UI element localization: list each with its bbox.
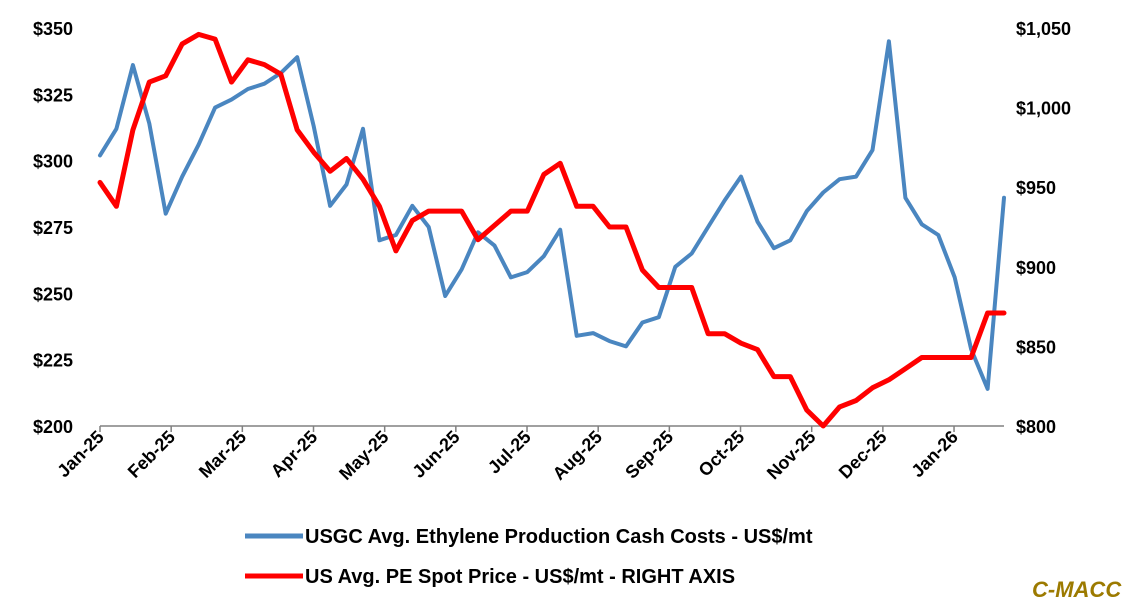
x-tick-label: Oct-25 — [695, 427, 749, 481]
plot-area — [97, 31, 1007, 429]
x-tick-label: Jun-25 — [408, 427, 463, 482]
x-tick-label: Sep-25 — [621, 427, 677, 483]
x-tick-label: Jan-26 — [907, 427, 961, 481]
right-tick-label: $850 — [1016, 337, 1056, 357]
x-tick-label: Aug-25 — [549, 427, 606, 484]
left-tick-label: $250 — [33, 284, 73, 304]
x-tick-label: Apr-25 — [267, 427, 321, 481]
left-tick-label: $225 — [33, 351, 73, 371]
x-tick-label: Mar-25 — [195, 427, 250, 482]
left-tick-label: $350 — [33, 19, 73, 39]
x-tick-label: Nov-25 — [763, 427, 820, 484]
brand-logo-text: C-MACC — [1032, 577, 1122, 602]
x-tick-label: May-25 — [335, 427, 392, 484]
left-tick-label: $300 — [33, 152, 73, 172]
x-tick-label: Feb-25 — [124, 427, 179, 482]
right-tick-label: $900 — [1016, 258, 1056, 278]
series-line-pe-spot-price — [97, 31, 1007, 429]
x-tick-label: Jul-25 — [484, 427, 535, 478]
right-tick-label: $1,050 — [1016, 19, 1071, 39]
legend-label-ethylene: USGC Avg. Ethylene Production Cash Costs… — [305, 526, 813, 548]
right-tick-label: $1,000 — [1016, 99, 1071, 119]
legend-label-pe-price: US Avg. PE Spot Price - US$/mt - RIGHT A… — [305, 566, 735, 588]
right-axis: $800 $850 $900 $950 $1,000 $1,050 — [1016, 19, 1071, 437]
series-line-ethylene-cash-cost — [98, 39, 1006, 391]
x-axis: Jan-25 Feb-25 Mar-25 Apr-25 May-25 Jun-25 Jul-… — [53, 426, 962, 484]
left-axis: $200 $225 $250 $275 $300 $325 $350 — [33, 19, 73, 437]
left-tick-label: $325 — [33, 85, 73, 105]
right-tick-label: $800 — [1016, 417, 1056, 437]
right-tick-label: $950 — [1016, 178, 1056, 198]
left-tick-label: $275 — [33, 218, 73, 238]
legend: USGC Avg. Ethylene Production Cash Costs… — [245, 526, 813, 588]
x-tick-label: Dec-25 — [835, 427, 891, 483]
left-tick-label: $200 — [33, 417, 73, 437]
